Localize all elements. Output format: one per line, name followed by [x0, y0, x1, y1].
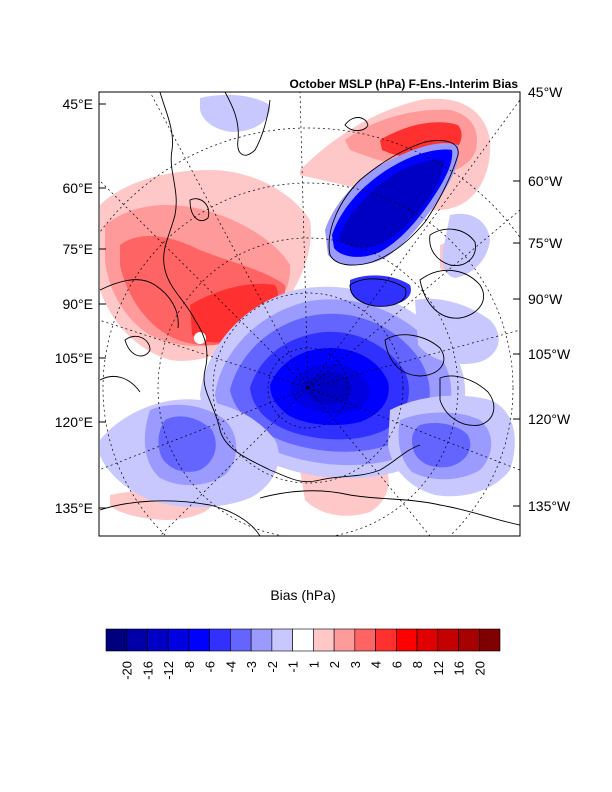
colorbar-box — [147, 628, 169, 652]
left-axis-label: 90°E — [62, 296, 93, 312]
colorbar-box — [105, 628, 128, 652]
colorbar-label: 12 — [431, 661, 446, 675]
colorbar-box — [292, 628, 314, 652]
right-axis-label: 75°W — [528, 235, 563, 251]
colorbar-boxes — [105, 628, 501, 652]
right-axis-label: 105°W — [528, 346, 571, 362]
colorbar-label: -12 — [161, 661, 176, 680]
colorbar-label: 3 — [348, 661, 363, 668]
colorbar-label: -6 — [203, 661, 218, 673]
colorbar-title: Bias (hPa) — [270, 587, 335, 603]
colorbar-label: 2 — [327, 661, 342, 668]
colorbar-box — [230, 628, 252, 652]
right-axis-label: 60°W — [528, 173, 563, 189]
colorbar-label: -4 — [223, 661, 238, 673]
colorbar-box — [416, 628, 439, 652]
colorbar-box — [250, 628, 273, 652]
left-axis-label: 60°E — [62, 180, 93, 196]
negative-bias-east — [200, 94, 515, 497]
colorbar-box — [458, 628, 480, 652]
frame-ticks — [99, 91, 520, 509]
colorbar-label: 8 — [410, 661, 425, 668]
colorbar-box — [209, 628, 231, 652]
colorbar: Bias (hPa) -20 -16 -12 -8 -6 -4 -3 -2 -1 1 2 3 4 6 8 12… — [105, 587, 501, 680]
colorbar-box — [313, 628, 335, 652]
colorbar-box — [478, 628, 501, 652]
colorbar-label: 1 — [306, 661, 321, 668]
colorbar-label: -1 — [286, 661, 301, 673]
colorbar-box — [375, 628, 397, 652]
right-axis-label: 45°W — [528, 84, 563, 100]
map-frame — [98, 91, 521, 537]
right-axis-label: 135°W — [528, 498, 571, 514]
colorbar-label: -3 — [244, 661, 259, 673]
colorbar-box — [354, 628, 376, 652]
colorbar-label: -8 — [182, 661, 197, 673]
colorbar-label: -20 — [120, 661, 135, 680]
colorbar-label: 16 — [452, 661, 467, 675]
left-axis-label: 75°E — [62, 241, 93, 257]
left-axis-label: 45°E — [62, 96, 93, 112]
colorbar-box — [167, 628, 190, 652]
negative-bias-greenland — [325, 143, 459, 306]
left-axis-label: 120°E — [55, 414, 93, 430]
left-axis-labels: 45°E 60°E 75°E 90°E 105°E 120°E 135°E — [55, 96, 93, 516]
colorbar-label: 4 — [369, 661, 384, 668]
right-axis-label: 120°W — [528, 411, 571, 427]
map-panel — [98, 91, 521, 537]
colorbar-label: 6 — [389, 661, 404, 668]
colorbar-box — [271, 628, 293, 652]
colorbar-box — [188, 628, 210, 652]
graticule — [99, 92, 520, 536]
left-axis-label: 135°E — [55, 500, 93, 516]
colorbar-label: 20 — [472, 661, 487, 675]
right-axis-labels: 45°W 60°W 75°W 90°W 105°W 120°W 135°W — [528, 84, 571, 514]
right-axis-label: 90°W — [528, 291, 563, 307]
left-axis-label: 105°E — [55, 350, 93, 366]
colorbar-box — [333, 628, 356, 652]
colorbar-label: -2 — [265, 661, 280, 673]
coastlines — [99, 92, 520, 536]
colorbar-box — [126, 628, 148, 652]
colorbar-box — [396, 628, 418, 652]
colorbar-label: -16 — [140, 661, 155, 680]
colorbar-box — [437, 628, 459, 652]
bias-field — [99, 92, 520, 536]
map-title: October MSLP (hPa) F-Ens.-Interim Bias — [290, 77, 519, 91]
colorbar-labels: -20 -16 -12 -8 -6 -4 -3 -2 -1 1 2 3 4 6 8 12 16 20 — [120, 661, 488, 680]
